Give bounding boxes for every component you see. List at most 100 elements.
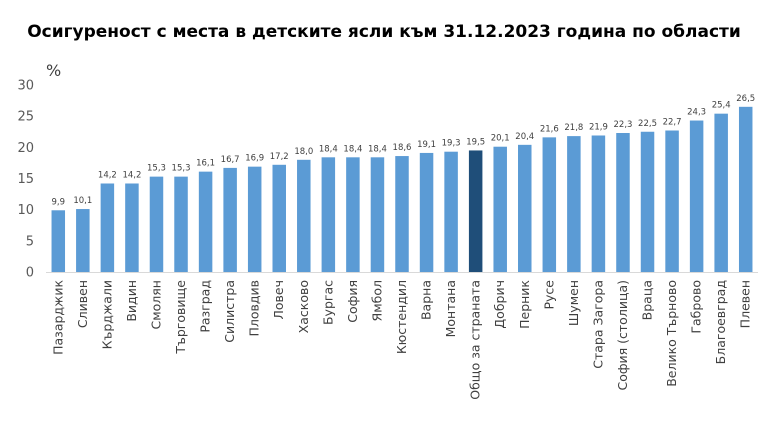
data-label: 19,1 xyxy=(417,140,436,150)
bars xyxy=(51,106,753,272)
y-tick-label: 15 xyxy=(17,172,34,187)
bar xyxy=(591,135,606,272)
data-label: 20,1 xyxy=(491,134,510,144)
y-tick-label: 30 xyxy=(17,79,34,94)
y-tick-label: 25 xyxy=(17,110,34,125)
data-label: 19,5 xyxy=(466,137,485,147)
x-tick-label: Велико Търново xyxy=(664,280,679,387)
bar xyxy=(346,157,360,272)
bar xyxy=(272,164,286,272)
x-tick-label: Габрово xyxy=(689,280,704,334)
bar xyxy=(493,146,507,272)
data-label: 15,3 xyxy=(172,164,191,174)
x-tick-label: Монтана xyxy=(443,280,458,337)
y-tick-label: 0 xyxy=(26,266,34,281)
bar xyxy=(468,150,483,272)
y-tick-label: 10 xyxy=(17,203,34,218)
x-tick-label: Смолян xyxy=(148,280,163,330)
x-tick-label: Ямбол xyxy=(369,280,384,321)
data-label: 18,4 xyxy=(343,144,362,154)
x-tick-label: Перник xyxy=(517,280,532,329)
x-tick-label: София xyxy=(345,280,360,323)
bar xyxy=(198,171,213,272)
data-label: 19,3 xyxy=(442,139,461,149)
data-label: 18,4 xyxy=(368,144,387,154)
bar xyxy=(100,183,115,272)
bar xyxy=(76,209,90,272)
data-label: 16,9 xyxy=(245,154,264,164)
data-label: 20,4 xyxy=(515,132,534,142)
bar xyxy=(125,183,139,272)
x-tick-label: Плевен xyxy=(738,280,753,328)
bar xyxy=(247,166,262,272)
bar xyxy=(419,152,434,272)
data-label: 25,4 xyxy=(712,101,731,111)
bar xyxy=(174,176,188,272)
data-label: 21,9 xyxy=(589,122,608,132)
x-tick-label: Силистра xyxy=(222,280,237,343)
x-tick-label: Кюстендил xyxy=(394,280,409,354)
bar xyxy=(542,137,557,272)
bar xyxy=(297,159,311,272)
bar xyxy=(567,136,581,272)
bar xyxy=(738,106,753,272)
data-label: 10,1 xyxy=(73,196,92,206)
x-tick-label: Разград xyxy=(198,280,213,333)
x-tick-label: Видин xyxy=(124,280,139,322)
data-label: 22,7 xyxy=(663,118,682,128)
data-label: 14,2 xyxy=(98,170,117,180)
bar xyxy=(518,144,532,272)
data-label: 26,5 xyxy=(736,94,755,104)
bar xyxy=(665,130,679,272)
x-tick-label: Хасково xyxy=(296,280,311,333)
x-tick-label: Кърджали xyxy=(99,280,114,349)
data-label: 22,3 xyxy=(614,120,633,130)
data-label: 21,8 xyxy=(564,123,583,133)
bar xyxy=(616,133,630,272)
bar xyxy=(51,210,66,272)
x-tick-label: Търговище xyxy=(173,280,188,355)
data-label: 9,9 xyxy=(52,197,66,207)
x-tick-label: Добрич xyxy=(492,280,507,329)
x-tick-label: Пловдив xyxy=(247,280,262,337)
bar xyxy=(321,157,336,272)
x-tick-label: Варна xyxy=(419,280,434,320)
x-tick-label: Общо за страната xyxy=(468,280,483,400)
bar xyxy=(149,176,164,272)
x-tick-label: Бургас xyxy=(320,280,335,325)
bar xyxy=(444,151,458,272)
data-label: 21,6 xyxy=(540,124,559,134)
data-label: 18,6 xyxy=(393,143,412,153)
data-label: 22,5 xyxy=(638,119,657,129)
x-tick-label: Стара Загора xyxy=(590,280,605,369)
bar xyxy=(395,156,409,272)
x-axis: Пазарджик Сливен Кърджали Видин Смолян Търгов… xyxy=(46,272,758,400)
x-tick-label: Благоевград xyxy=(713,280,728,364)
x-tick-label: Пазарджик xyxy=(50,280,65,355)
y-unit-label: % xyxy=(46,61,61,80)
data-label: 16,7 xyxy=(221,155,240,165)
data-label: 14,2 xyxy=(122,170,141,180)
data-label: 18,0 xyxy=(294,147,313,157)
bar xyxy=(370,157,385,272)
data-labels: 9,9 10,1 14,2 14,2 15,3 15,3 16,1 16,7 16,9 17,2 1… xyxy=(52,94,756,207)
y-tick-label: 5 xyxy=(26,234,34,249)
y-axis: % 0 5 10 15 20 25 30 xyxy=(17,61,61,281)
data-label: 15,3 xyxy=(147,164,166,174)
data-label: 16,1 xyxy=(196,159,215,169)
x-tick-label: Русе xyxy=(541,280,556,310)
x-tick-label: София (столица) xyxy=(615,280,630,391)
data-label: 17,2 xyxy=(270,152,289,162)
data-label: 24,3 xyxy=(687,108,706,118)
data-label: 18,4 xyxy=(319,144,338,154)
x-tick-label: Ловеч xyxy=(271,280,286,320)
x-tick-label: Шумен xyxy=(566,280,581,326)
bar xyxy=(689,120,704,272)
bar xyxy=(640,131,655,272)
bar xyxy=(223,167,237,272)
x-tick-label: Сливен xyxy=(75,280,90,328)
x-tick-label: Враца xyxy=(640,280,655,320)
bar xyxy=(714,113,728,272)
y-tick-label: 20 xyxy=(17,141,34,156)
